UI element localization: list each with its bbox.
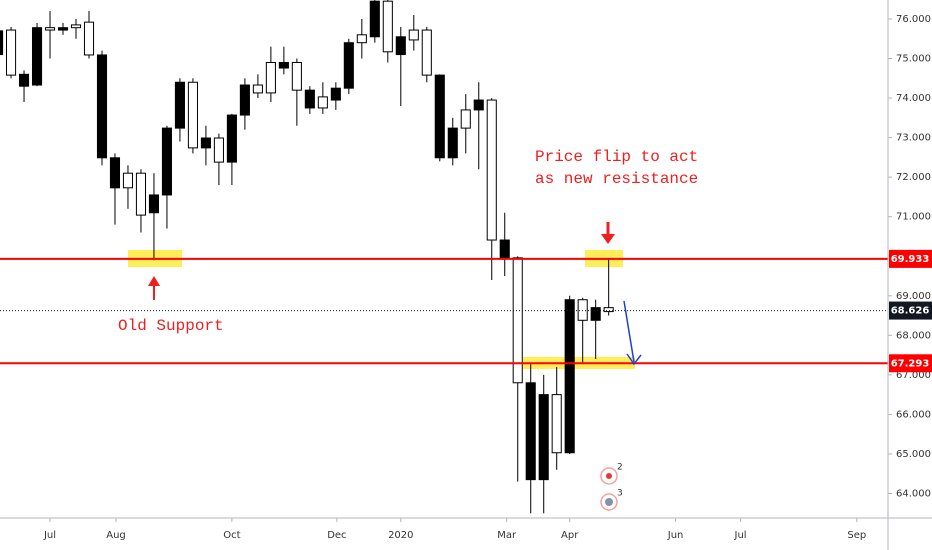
price-label-box (889, 249, 932, 268)
candle-body (122, 172, 134, 189)
candle-body (239, 84, 250, 116)
candle-body (135, 172, 147, 216)
candle-body (551, 394, 562, 454)
candle-body (538, 394, 549, 481)
event-count: 2 (617, 463, 623, 473)
y-tick-label: 67.000 (896, 370, 931, 381)
y-tick-label: 76.000 (896, 14, 931, 25)
x-tick-label: Jul (43, 530, 56, 541)
price-label: 68.626 (891, 306, 930, 317)
candle-body (291, 61, 302, 91)
candle-body (512, 257, 523, 384)
event-icon (606, 473, 612, 479)
y-tick-label: 69.000 (896, 291, 931, 302)
y-tick-label: 68.000 (896, 330, 931, 341)
candle-body (0, 30, 4, 56)
arrow-head (601, 234, 615, 244)
candle-body (590, 307, 601, 321)
candle-body (31, 27, 43, 86)
candle-body (473, 99, 484, 111)
candle-body (447, 127, 458, 159)
candle-body (18, 73, 30, 87)
price-label-box (889, 301, 932, 320)
candle-body (70, 24, 82, 29)
candle-body (434, 74, 445, 159)
arrow (623, 300, 635, 363)
candle-body (499, 239, 510, 259)
annotation: Price flip to act (535, 148, 698, 166)
x-tick-label: Mar (497, 530, 517, 541)
candle-body (213, 137, 224, 163)
arrow-head (626, 353, 642, 366)
candle-body (395, 36, 406, 56)
candle-body (226, 114, 237, 163)
x-tick-label: Sep (847, 530, 866, 541)
candle-body (369, 0, 380, 38)
candle-body (382, 0, 393, 53)
x-tick-label: Apr (561, 530, 579, 541)
y-tick-label: 72.000 (896, 172, 931, 183)
annotation: Old Support (118, 317, 224, 335)
x-tick-label: Aug (106, 530, 126, 541)
plot-area (0, 0, 888, 514)
candle-body (252, 84, 263, 94)
candle-body (44, 27, 56, 31)
arrow-head (148, 276, 160, 286)
candle-body (57, 27, 69, 31)
candle-body (343, 42, 354, 89)
candle-body (265, 61, 276, 94)
candle-body (187, 81, 198, 149)
candle-body (304, 89, 315, 109)
y-tick-label: 73.000 (896, 133, 931, 144)
x-tick-label: Oct (223, 530, 240, 541)
candle-body (278, 61, 289, 69)
candle-body (486, 99, 497, 241)
candle-body (408, 29, 419, 41)
x-tick-label: Dec (327, 530, 346, 541)
candle-body (577, 299, 588, 321)
price-label: 69.933 (891, 254, 930, 265)
candle-body (161, 127, 172, 196)
candle-body (109, 157, 121, 189)
candle-body (5, 29, 17, 76)
candle-body (330, 87, 341, 101)
y-tick-label: 65.000 (896, 449, 931, 460)
arrows (148, 222, 642, 366)
x-tick-label: 2020 (388, 530, 413, 541)
candle-body (564, 299, 575, 454)
event-markers: 2 3 (600, 463, 623, 511)
x-tick-label: Jul (734, 530, 747, 541)
candle-body (174, 81, 185, 129)
y-tick-label: 74.000 (896, 93, 931, 104)
price-label: 67.293 (891, 358, 930, 369)
y-tick-label: 75.000 (896, 54, 931, 65)
price-label-box (889, 354, 932, 373)
candle-body (148, 194, 160, 214)
candle-body (356, 34, 367, 44)
annotation: as new resistance (535, 170, 698, 188)
candle-body (96, 54, 108, 159)
candle-body (460, 109, 471, 129)
y-tick-label: 71.000 (896, 212, 931, 223)
x-tick-label: Jun (667, 530, 684, 541)
candle-body (317, 96, 328, 109)
event-count: 3 (617, 489, 623, 499)
y-tick-label: 64.000 (896, 488, 931, 499)
candle-body (603, 307, 614, 313)
candle-body (200, 137, 211, 149)
candle-body (421, 29, 432, 76)
candle-body (83, 21, 95, 56)
y-tick-label: 66.000 (896, 409, 931, 420)
candle-body (525, 382, 536, 481)
event-icon (605, 498, 613, 506)
